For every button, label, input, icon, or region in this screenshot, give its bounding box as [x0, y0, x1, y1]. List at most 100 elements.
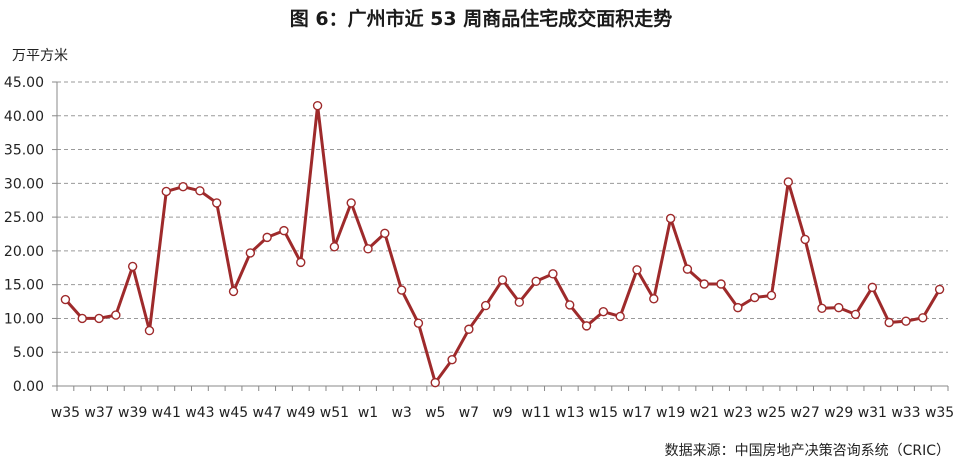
- y-tick-label: 5.00: [13, 345, 44, 361]
- data-point: [430, 377, 440, 388]
- x-tick-label: w29: [824, 405, 853, 421]
- x-axis-ticks: w35 w37 w39 w41 w43 w45 w47 w49 w51 w1 w3 w5 w7 w9 w11…: [51, 386, 954, 421]
- x-tick-label: w51: [320, 405, 349, 421]
- x-tick-label: w9: [492, 405, 512, 421]
- y-tick-label: 45.00: [4, 75, 44, 91]
- data-point: [312, 100, 323, 111]
- x-tick-label: w37: [84, 405, 113, 421]
- x-tick-label: w49: [286, 405, 315, 421]
- series-path: [64, 104, 941, 385]
- data-point: [817, 303, 827, 314]
- data-point: [94, 313, 104, 324]
- data-point: [699, 279, 709, 289]
- axes: [56, 82, 948, 387]
- data-point: [178, 182, 188, 192]
- x-tick-label: w35: [51, 405, 80, 421]
- x-tick-label: w41: [152, 405, 181, 421]
- data-point: [195, 186, 205, 196]
- data-point: [127, 261, 138, 272]
- data-point: [665, 213, 676, 224]
- x-tick-label: w17: [622, 405, 651, 421]
- x-tick-label: w21: [690, 405, 719, 421]
- data-point: [749, 292, 760, 303]
- data-point: [867, 282, 878, 293]
- data-point: [716, 279, 726, 289]
- data-point: [598, 306, 609, 317]
- x-tick-label: w33: [891, 405, 920, 421]
- data-point: [615, 311, 625, 322]
- data-point: [632, 265, 642, 275]
- x-tick-label: w1: [358, 405, 378, 421]
- series-line: [64, 104, 941, 385]
- y-tick-label: 10.00: [4, 311, 44, 327]
- data-point: [77, 313, 87, 324]
- series-markers: [60, 100, 945, 388]
- data-point: [363, 244, 373, 254]
- y-tick-label: 35.00: [4, 143, 44, 159]
- x-tick-label: w15: [589, 405, 618, 421]
- x-tick-label: w11: [521, 405, 550, 421]
- source-note: 数据来源：中国房地产决策咨询系统（CRIC）: [665, 442, 950, 459]
- data-point: [884, 317, 894, 328]
- x-tick-label: w23: [723, 405, 752, 421]
- data-point: [766, 290, 777, 301]
- data-point: [565, 300, 575, 310]
- data-point: [733, 302, 743, 313]
- data-point: [60, 294, 71, 305]
- data-point: [850, 309, 861, 320]
- x-tick-label: w39: [118, 405, 147, 421]
- data-point: [783, 177, 793, 187]
- data-point: [245, 248, 256, 258]
- x-tick-label: w25: [757, 405, 786, 421]
- y-tick-label: 30.00: [4, 176, 44, 192]
- x-tick-label: w5: [425, 405, 445, 421]
- data-point: [497, 275, 508, 285]
- data-point: [581, 321, 592, 331]
- data-point: [834, 302, 844, 313]
- data-point: [296, 257, 306, 268]
- data-point: [396, 285, 407, 295]
- y-tick-label: 40.00: [4, 109, 44, 125]
- data-point: [682, 264, 693, 274]
- data-point: [548, 269, 558, 279]
- y-tick-label: 20.00: [4, 244, 44, 260]
- x-tick-label: w7: [459, 405, 479, 421]
- gridlines: [57, 81, 948, 353]
- data-point: [800, 234, 810, 245]
- x-tick-label: w45: [219, 405, 248, 421]
- data-point: [480, 300, 491, 311]
- x-tick-label: w31: [858, 405, 887, 421]
- data-point: [212, 198, 222, 208]
- y-tick-label: 25.00: [4, 210, 44, 226]
- y-axis-ticks: 0.00 5.00 10.00 15.00 20.00 25.00 30.00 35.00 40…: [4, 75, 57, 395]
- data-point: [380, 228, 390, 239]
- x-tick-label: w13: [555, 405, 584, 421]
- y-axis-label: 万平方米: [12, 48, 68, 64]
- x-tick-label: w35: [925, 405, 954, 421]
- chart-title: 图 6：广州市近 53 周商品住宅成交面积走势: [290, 7, 673, 30]
- y-tick-label: 15.00: [4, 278, 44, 294]
- data-point: [329, 242, 340, 252]
- data-point: [514, 297, 525, 307]
- data-point: [111, 310, 121, 320]
- data-point: [649, 294, 659, 304]
- data-point: [413, 318, 424, 328]
- x-tick-label: w43: [185, 405, 214, 421]
- data-point: [144, 325, 155, 336]
- data-point: [901, 316, 911, 326]
- y-tick-label: 0.00: [13, 379, 44, 395]
- data-point: [447, 354, 457, 365]
- data-point: [262, 232, 272, 243]
- x-tick-label: w27: [790, 405, 819, 421]
- data-point: [918, 313, 928, 323]
- x-tick-label: w3: [391, 405, 411, 421]
- data-point: [228, 286, 239, 297]
- data-point: [531, 276, 541, 286]
- data-point: [161, 186, 171, 197]
- data-point: [464, 324, 474, 334]
- data-point: [934, 284, 945, 295]
- data-point: [279, 225, 289, 236]
- x-tick-label: w47: [253, 405, 282, 421]
- x-tick-label: w19: [656, 405, 685, 421]
